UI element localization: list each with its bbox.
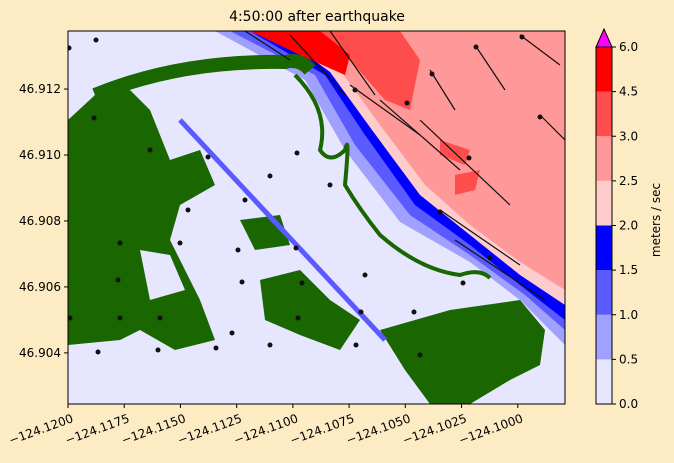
- levee: [293, 73, 492, 280]
- x-tick-label: −124.1150: [119, 411, 187, 447]
- colorbar-band: [596, 136, 612, 181]
- channel-edge: [178, 118, 387, 342]
- land: [168, 290, 195, 310]
- y-tick-label: 46.908: [19, 214, 61, 228]
- speed-band: [455, 170, 480, 195]
- speed-band: [285, 31, 565, 290]
- x-tick-label: −124.1200: [7, 411, 75, 447]
- land: [92, 54, 316, 102]
- chart-title: 4:50:00 after earthquake: [229, 9, 405, 25]
- map-field: [68, 31, 565, 404]
- colorbar-tick-label: 0.5: [619, 352, 638, 366]
- colorbar-tick-label: 1.0: [619, 308, 638, 322]
- x-tick-label: −124.1125: [176, 411, 244, 447]
- colorbar-extend: [595, 27, 613, 48]
- x-tick-label: −124.1100: [232, 411, 300, 447]
- colorbar-tick-label: 2.0: [619, 219, 638, 233]
- colorbar-label: meters / sec: [649, 183, 663, 257]
- y-tick-label: 46.910: [19, 148, 61, 162]
- land: [260, 270, 360, 350]
- colorbar-tick-label: 3.0: [619, 129, 638, 143]
- y-tick-label: 46.912: [19, 82, 61, 96]
- colorbar-band: [596, 180, 612, 226]
- speed-band: [300, 31, 420, 110]
- x-tick-label: −124.1000: [457, 411, 525, 447]
- land: [380, 300, 545, 404]
- inland-water: [140, 250, 185, 300]
- x-tick-label: −124.1175: [63, 411, 131, 447]
- x-tick-label: −124.1025: [401, 411, 469, 447]
- streamlines: [244, 31, 565, 301]
- x-tick-label: −124.1075: [288, 411, 356, 447]
- speed-band: [250, 31, 350, 75]
- colorbar-tick-label: 0.0: [619, 397, 638, 411]
- x-tick-label: −124.1050: [344, 411, 412, 447]
- colorbar-band: [596, 314, 612, 360]
- colorbar-tick-label: 4.5: [619, 85, 638, 99]
- colorbar-tick-label: 1.5: [619, 263, 638, 277]
- velocity-points: [68, 34, 543, 358]
- colorbar-band: [596, 91, 612, 137]
- y-tick-label: 46.904: [19, 346, 61, 360]
- colorbar-tick-label: 2.5: [619, 174, 638, 188]
- colorbar-band: [596, 225, 612, 271]
- colorbar-band: [596, 47, 612, 92]
- colorbar-tick-label: 6.0: [619, 40, 638, 54]
- colorbar-band: [596, 270, 612, 315]
- y-tick-label: 46.906: [19, 280, 61, 294]
- plot-frame: [67, 30, 566, 405]
- colorbar-band: [596, 359, 612, 404]
